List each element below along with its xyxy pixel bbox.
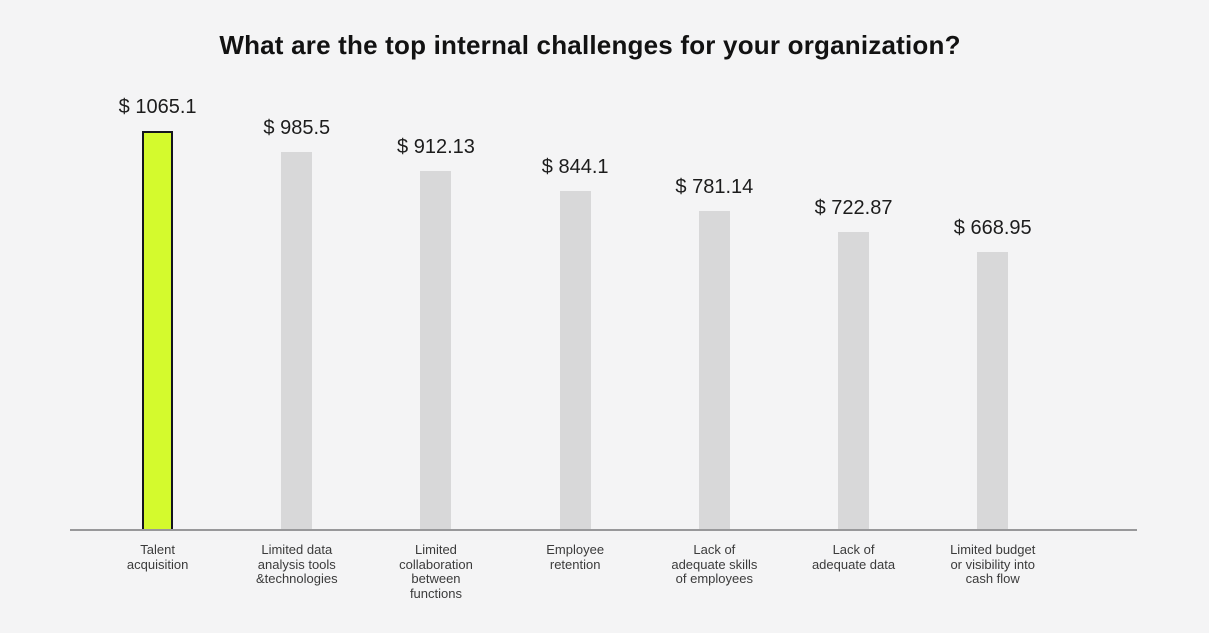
bar-lack-of-adequate-skills[interactable] [698,211,730,531]
bar-employee-retention[interactable] [559,191,591,531]
category-label-talent-acquisition: Talent acquisition [126,542,189,572]
plot-area: $ 1065.1 $ 985.5 $ 912.13 $ 844.1 $ 781.… [88,88,1063,531]
bar-value-label: $ 722.87 [814,197,893,219]
bar-group-employee-retention: $ 844.1 [506,88,645,531]
bar-value-label: $ 781.14 [675,176,754,198]
bar-group-lack-of-adequate-skills: $ 781.14 [645,88,784,531]
bar-limited-budget[interactable] [977,252,1009,531]
bar-group-talent-acquisition: $ 1065.1 [88,88,227,531]
bar-limited-data-analysis-tools[interactable] [281,152,313,531]
bar-value-label: $ 1065.1 [118,96,197,118]
bar-group-limited-budget: $ 668.95 [923,88,1062,531]
chart-title: What are the top internal challenges for… [219,30,961,60]
bar-group-limited-data-analysis-tools: $ 985.5 [227,88,366,531]
bar-limited-collaboration[interactable] [420,171,452,531]
category-axis-labels: Talent acquisition Limited data analysis… [88,542,1063,601]
bar-group-limited-collaboration: $ 912.13 [366,88,505,531]
category-label-lack-of-adequate-skills: Lack of adequate skills of employees [671,542,758,586]
category-label-employee-retention: Employee retention [546,542,605,572]
bar-value-label: $ 985.5 [263,117,331,139]
category-label-limited-data-analysis-tools: Limited data analysis tools &technologie… [255,542,338,586]
category-label-lack-of-adequate-data: Lack of adequate data [811,542,896,572]
bar-group-lack-of-adequate-data: $ 722.87 [784,88,923,531]
x-axis-line [70,529,1137,531]
category-label-limited-collaboration: Limited collaboration between functions [399,542,473,601]
bar-lack-of-adequate-data[interactable] [838,232,870,531]
bar-talent-acquisition[interactable] [142,131,174,531]
bar-value-label: $ 844.1 [541,156,609,178]
bar-value-label: $ 668.95 [953,217,1032,239]
bar-value-label: $ 912.13 [397,136,475,158]
category-label-limited-budget: Limited budget or visibility into cash f… [950,542,1036,586]
